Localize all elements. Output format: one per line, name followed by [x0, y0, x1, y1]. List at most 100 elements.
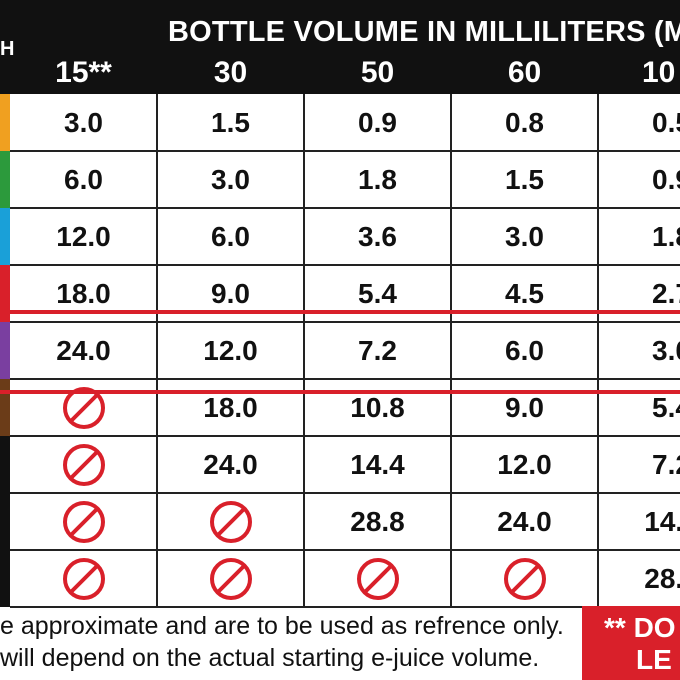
row-color-swatch [0, 322, 10, 379]
cell-value: 4.5 [505, 277, 544, 309]
cell-15ml [10, 493, 157, 550]
cell-100ml: 3.0 [598, 322, 680, 379]
warning-line-1: ** DO [604, 612, 676, 643]
cell-100ml: 7.2 [598, 436, 680, 493]
cell-value: 0.9 [358, 106, 397, 138]
cell-60ml: 1.5 [451, 151, 598, 208]
cell-value: 1.8 [652, 220, 680, 252]
row-divider [10, 321, 680, 323]
cell-value: 6.0 [505, 334, 544, 366]
cell-100ml: 0.5 [598, 94, 680, 151]
cell-60ml: 12.0 [451, 436, 598, 493]
cell-50ml: 0.9 [304, 94, 451, 151]
not-applicable-icon [62, 557, 105, 600]
row-color-swatch [0, 379, 10, 436]
cell-15ml: 18.0 [10, 265, 157, 322]
cell-50ml: 28.8 [304, 493, 451, 550]
cell-60ml: 9.0 [451, 379, 598, 436]
cell-100ml: 14.4 [598, 493, 680, 550]
cell-60ml: 3.0 [451, 208, 598, 265]
cell-value: 1.8 [358, 163, 397, 195]
cell-value: 6.0 [211, 220, 250, 252]
cell-60ml: 0.8 [451, 94, 598, 151]
cell-50ml: 10.8 [304, 379, 451, 436]
column-header-15: 15** [55, 56, 112, 89]
row-divider [10, 207, 680, 209]
cell-value: 28.8 [644, 562, 680, 594]
column-divider [450, 94, 452, 606]
cell-value: 6.0 [64, 163, 103, 195]
cell-value: 3.0 [211, 163, 250, 195]
cell-value: 12.0 [497, 448, 552, 480]
not-applicable-icon [209, 557, 252, 600]
cell-15ml: 24.0 [10, 322, 157, 379]
cell-value: 3.6 [358, 220, 397, 252]
cell-50ml: 5.4 [304, 265, 451, 322]
cell-15ml: 12.0 [10, 208, 157, 265]
cell-value: 14.4 [644, 505, 680, 537]
cell-value: 3.0 [505, 220, 544, 252]
highlight-line [0, 310, 680, 314]
row-divider [10, 606, 680, 608]
cell-value: 3.0 [64, 106, 103, 138]
cell-100ml: 2.7 [598, 265, 680, 322]
cell-value: 0.8 [505, 106, 544, 138]
cell-value: 1.5 [505, 163, 544, 195]
cell-value: 28.8 [350, 505, 405, 537]
cell-60ml [451, 550, 598, 607]
cell-value: 24.0 [203, 448, 258, 480]
cell-15ml: 6.0 [10, 151, 157, 208]
cell-30ml [157, 493, 304, 550]
cell-value: 5.4 [652, 391, 680, 423]
cell-value: 9.0 [211, 277, 250, 309]
warning-line-2: LE [636, 644, 672, 675]
cell-value: 1.5 [211, 106, 250, 138]
cell-100ml: 5.4 [598, 379, 680, 436]
row-color-swatch [0, 550, 10, 607]
table-header: H BOTTLE VOLUME IN MILLILITERS (M 15** 3… [0, 0, 680, 94]
cell-100ml: 1.8 [598, 208, 680, 265]
cell-30ml: 24.0 [157, 436, 304, 493]
cell-value: 10.8 [350, 391, 405, 423]
cell-60ml: 24.0 [451, 493, 598, 550]
cell-30ml: 3.0 [157, 151, 304, 208]
cell-value: 7.2 [358, 334, 397, 366]
row-color-swatch [0, 265, 10, 322]
cell-value: 24.0 [56, 334, 111, 366]
cell-value: 18.0 [203, 391, 258, 423]
cell-60ml: 4.5 [451, 265, 598, 322]
cell-30ml: 6.0 [157, 208, 304, 265]
row-color-swatch [0, 493, 10, 550]
column-header-30: 30 [213, 56, 248, 89]
row-divider [10, 492, 680, 494]
cell-15ml [10, 550, 157, 607]
not-applicable-icon [356, 557, 399, 600]
row-color-swatch [0, 436, 10, 493]
column-divider [156, 94, 158, 606]
cell-50ml: 1.8 [304, 151, 451, 208]
footnote-line-1: e approximate and are to be used as refr… [0, 612, 564, 640]
column-header-60: 60 [507, 56, 542, 89]
cell-15ml [10, 379, 157, 436]
cell-50ml: 3.6 [304, 208, 451, 265]
not-applicable-icon [503, 557, 546, 600]
highlight-line [0, 390, 680, 394]
cell-50ml: 14.4 [304, 436, 451, 493]
not-applicable-icon [62, 443, 105, 486]
row-divider [10, 435, 680, 437]
column-header-50: 50 [360, 56, 395, 89]
cell-value: 9.0 [505, 391, 544, 423]
not-applicable-icon [209, 500, 252, 543]
not-applicable-icon [62, 500, 105, 543]
footnote-line-2: will depend on the actual starting e-jui… [0, 644, 540, 672]
cell-50ml: 7.2 [304, 322, 451, 379]
cell-value: 2.7 [652, 277, 680, 309]
cell-value: 18.0 [56, 277, 111, 309]
cell-value: 14.4 [350, 448, 405, 480]
row-divider [10, 549, 680, 551]
cell-value: 12.0 [203, 334, 258, 366]
cell-30ml: 12.0 [157, 322, 304, 379]
table-title: BOTTLE VOLUME IN MILLILITERS (M [168, 16, 680, 48]
row-divider [10, 150, 680, 152]
